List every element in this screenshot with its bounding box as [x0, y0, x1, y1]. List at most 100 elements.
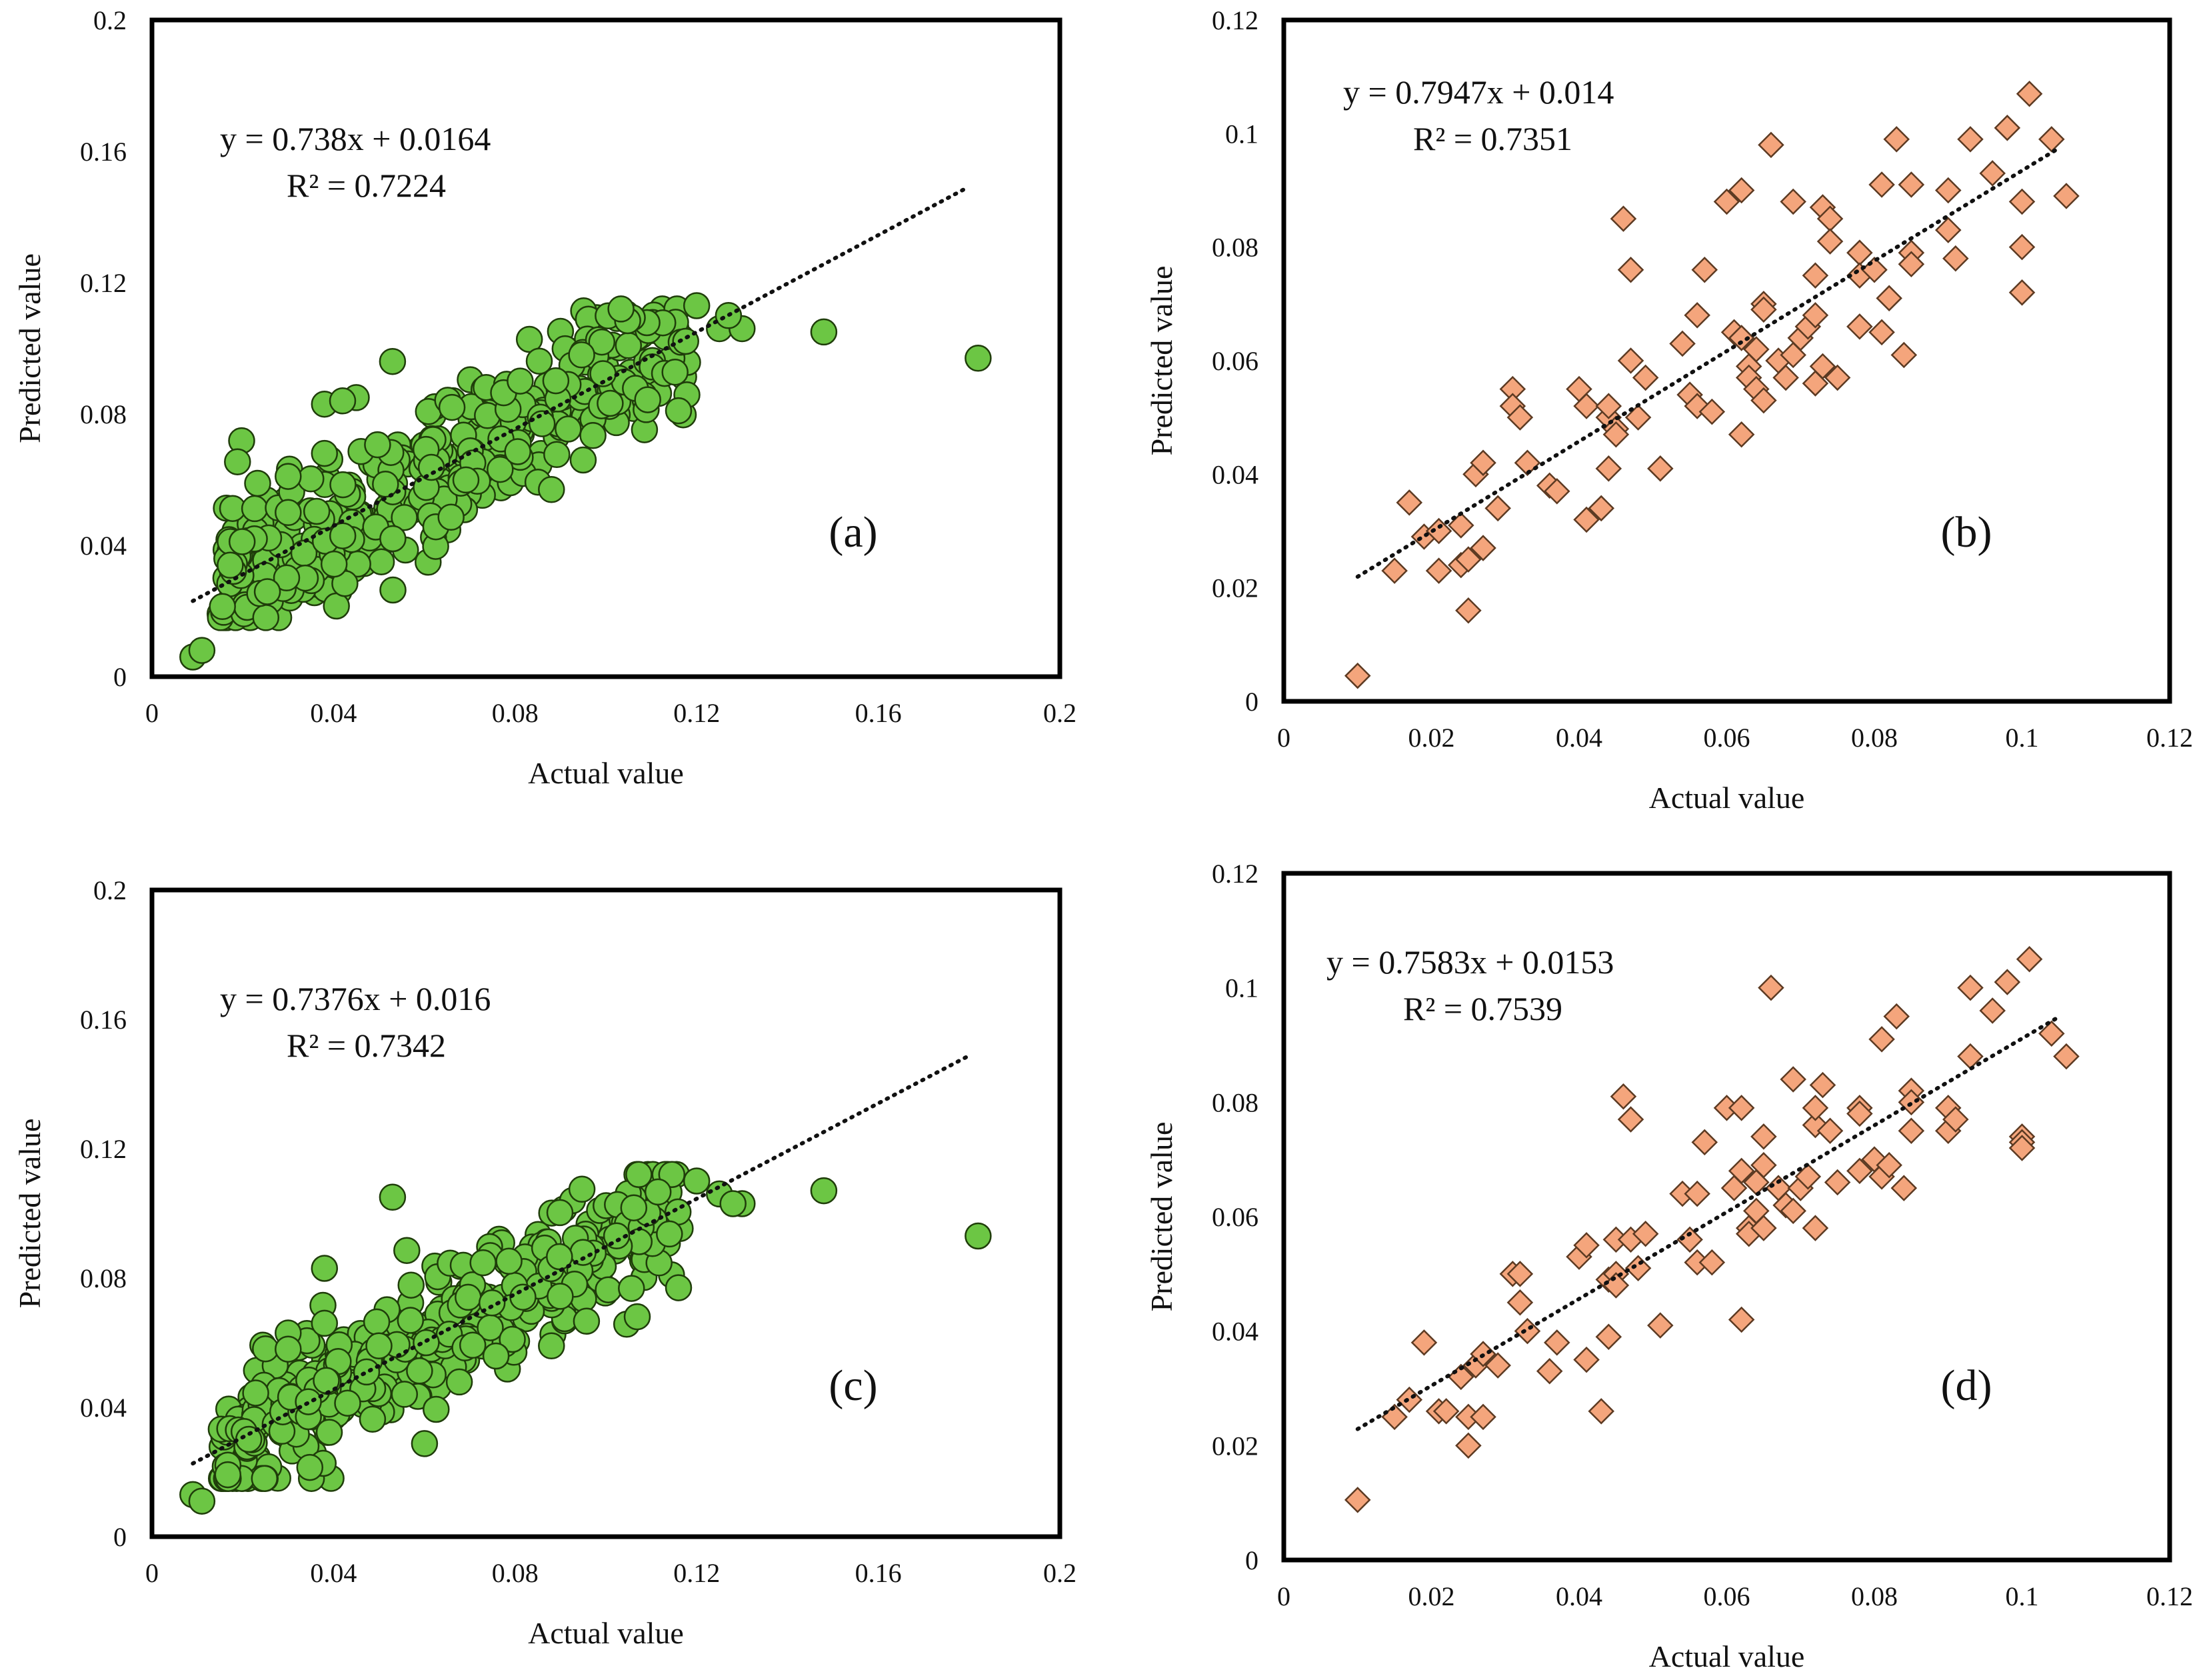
data-point [1647, 455, 1674, 482]
data-point [1824, 1169, 1851, 1196]
data-point [1846, 1100, 1873, 1127]
y-tick-labels: 0 0.02 0.04 0.06 0.08 0.1 0.12 [1212, 5, 1258, 717]
trendline [1355, 146, 2061, 579]
y-axis-title: Predicted value [1144, 1122, 1178, 1312]
data-point [1957, 126, 1984, 153]
data-point [1425, 517, 1452, 545]
x-tick-label: 0.08 [1851, 723, 1898, 753]
data-point [242, 1379, 269, 1407]
panel-label: (c) [829, 1361, 877, 1410]
data-point [538, 476, 565, 503]
data-point [1772, 364, 1799, 391]
data-point [1728, 177, 1755, 204]
data-point [1794, 1163, 1822, 1190]
data-point [438, 393, 466, 421]
data-point [569, 446, 597, 474]
data-point [543, 441, 571, 469]
data-point [1883, 1003, 1910, 1030]
data-point [365, 1332, 393, 1360]
data-point [1544, 1329, 1570, 1356]
data-point [509, 1283, 537, 1311]
data-point [452, 466, 480, 494]
x-tick-label: 0.16 [855, 698, 902, 728]
data-point [665, 397, 693, 425]
x-tick-label: 0.16 [855, 1558, 902, 1588]
scatter-panel-c: y = 0.7376x + 0.016 R² = 0.7342 (c) Actu… [13, 875, 1077, 1650]
data-point [1728, 325, 1755, 351]
x-axis-title: Actual value [1649, 1639, 1805, 1673]
data-point [311, 439, 339, 467]
scatter-panel-b: y = 0.7947x + 0.014 R² = 0.7351 (b) Actu… [1144, 5, 2193, 815]
x-tick-label: 0.12 [2146, 723, 2193, 753]
data-point [1432, 1398, 1460, 1425]
trend-and-points-b [1344, 80, 2080, 689]
data-point [437, 503, 465, 531]
data-point [1750, 387, 1777, 414]
data-point [1573, 1346, 1600, 1373]
data-point [303, 497, 331, 525]
trendline [191, 1053, 971, 1466]
x-tick-label: 0.2 [1043, 698, 1077, 728]
data-point [1624, 404, 1652, 431]
data-point [618, 1275, 645, 1302]
x-tick-label: 0 [145, 1558, 159, 1588]
data-point [1876, 285, 1902, 312]
data-point [296, 1453, 324, 1481]
plot-frame [1281, 17, 2172, 704]
data-point [1544, 478, 1570, 505]
data-point [2053, 183, 2080, 209]
y-tick-label: 0 [113, 1522, 127, 1552]
data-point [1691, 1129, 1718, 1156]
data-point [1684, 1180, 1710, 1207]
data-point [311, 1255, 339, 1282]
data-point [241, 495, 269, 523]
data-point [393, 1237, 421, 1264]
x-tick-label: 0.06 [1704, 723, 1750, 753]
data-point [1846, 239, 1873, 266]
data-point [579, 422, 607, 449]
x-tick-label: 0.08 [492, 698, 539, 728]
x-tick-label: 0.1 [2006, 1581, 2039, 1611]
x-tick-label: 0.06 [1704, 1581, 1750, 1611]
y-tick-label: 0.02 [1212, 573, 1258, 603]
data-point [353, 1358, 381, 1386]
data-point [379, 347, 407, 375]
trend-and-points-a [179, 184, 992, 671]
regression-equation: y = 0.7583x + 0.0153 [1326, 943, 1614, 981]
y-tick-label: 0.1 [1225, 119, 1258, 149]
data-point [665, 1274, 693, 1301]
x-tick-label: 0.08 [492, 1558, 539, 1588]
data-point [1536, 1357, 1563, 1385]
y-tick-label: 0.04 [80, 531, 127, 561]
data-point [1934, 177, 1962, 204]
data-point [1780, 1066, 1806, 1093]
data-point [455, 1283, 482, 1311]
y-tick-label: 0.02 [1212, 1431, 1258, 1461]
data-point [214, 1461, 242, 1489]
data-point [252, 604, 280, 631]
r-squared-label: R² = 0.7224 [287, 167, 446, 204]
data-point [1455, 546, 1482, 573]
data-point [499, 1325, 526, 1353]
data-point [2053, 1043, 2080, 1070]
data-point [634, 386, 661, 413]
data-point [1728, 1095, 1755, 1121]
x-tick-label: 0.12 [2146, 1581, 2193, 1611]
data-point [588, 328, 616, 356]
y-tick-label: 0.04 [1212, 1317, 1258, 1347]
data-point [555, 415, 582, 443]
data-point [2008, 279, 2036, 306]
y-tick-label: 0.04 [1212, 459, 1258, 489]
panel-label: (d) [1941, 1361, 1992, 1410]
data-point [547, 1283, 574, 1310]
data-point [423, 1395, 450, 1423]
data-point [573, 1307, 601, 1335]
data-point [275, 463, 302, 490]
y-tick-label: 0.08 [1212, 233, 1258, 263]
data-point [1898, 171, 1925, 198]
regression-equation: y = 0.7376x + 0.016 [220, 980, 491, 1017]
data-point [1994, 115, 2021, 141]
data-point [1470, 449, 1496, 477]
data-point [656, 1220, 683, 1248]
y-tick-label: 0 [1245, 687, 1258, 717]
